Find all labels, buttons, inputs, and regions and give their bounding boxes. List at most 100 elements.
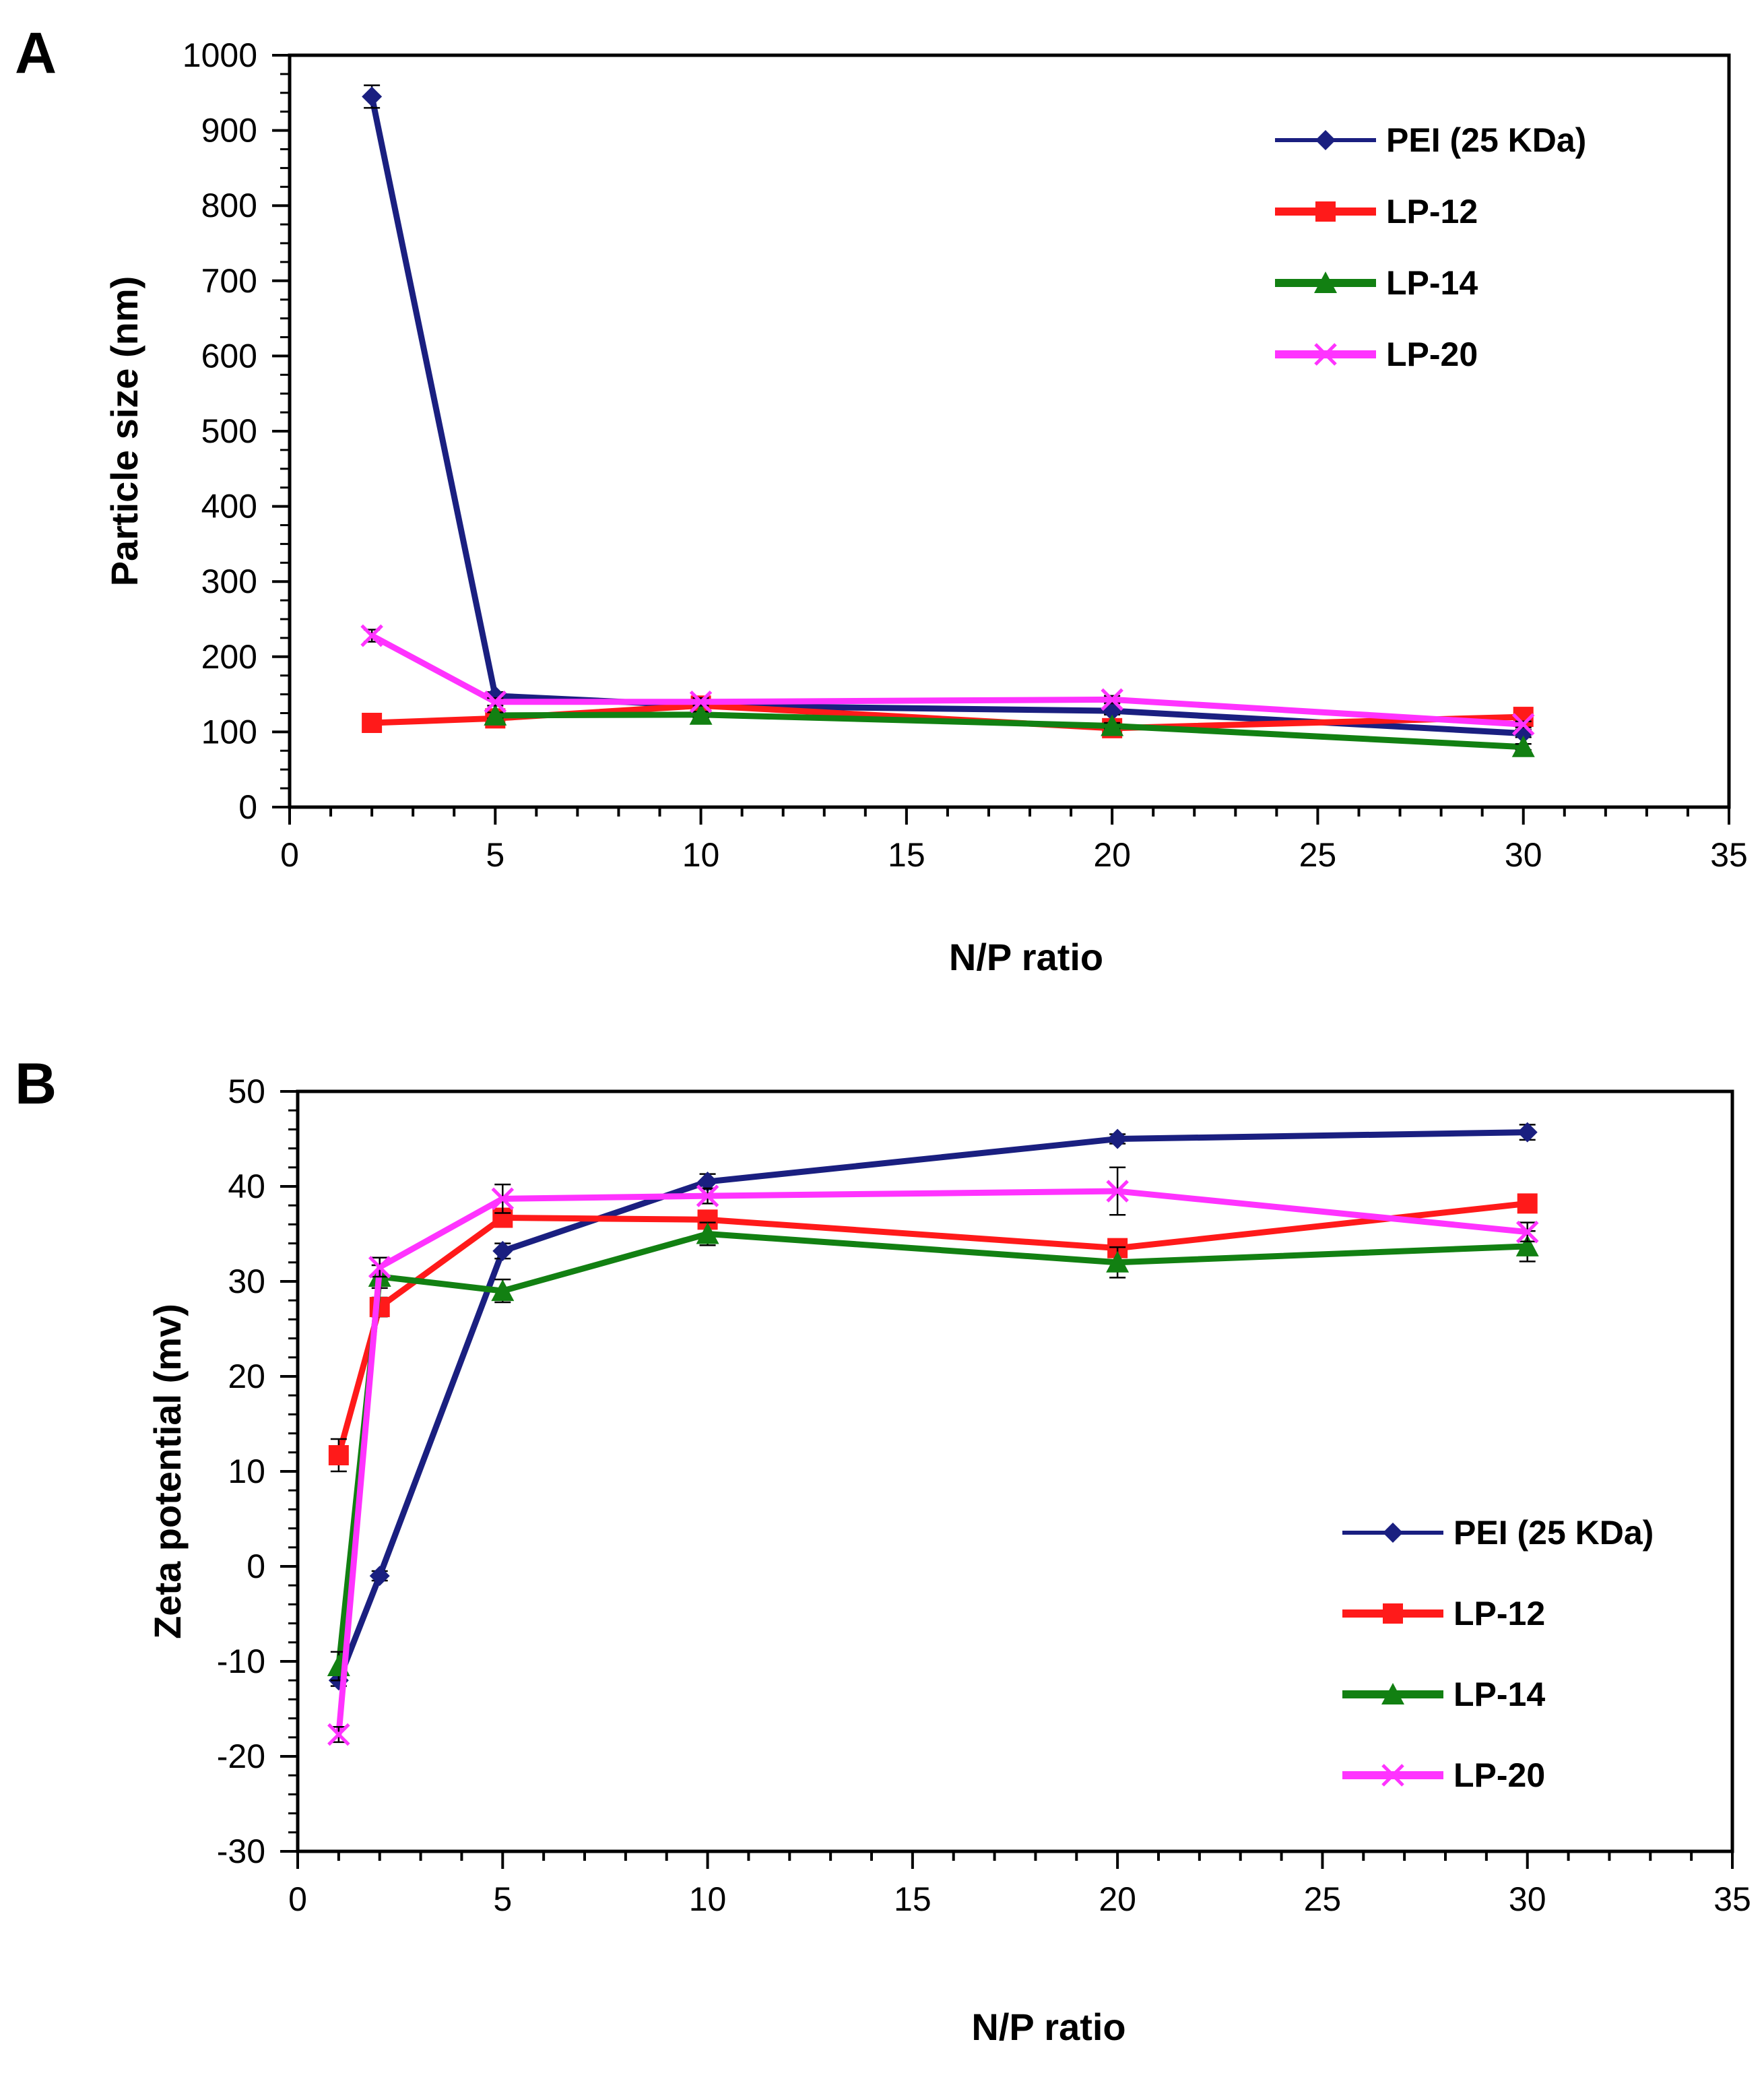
x-tick-label: 0 <box>280 836 299 874</box>
legend-item-lp-20: LP-20 <box>1275 336 1478 373</box>
data-point <box>368 1256 391 1279</box>
series-line-lp-14 <box>335 1231 1528 1667</box>
series-lp-20 <box>360 624 1535 736</box>
legend-marker <box>1381 1683 1404 1704</box>
x-tick-label: 5 <box>493 1880 512 1918</box>
x-tick-label: 10 <box>682 836 720 874</box>
y-tick-label: 0 <box>247 1548 265 1585</box>
data-point <box>1511 713 1535 736</box>
series-lp-20 <box>327 1166 1539 1746</box>
x-tick-label: 0 <box>288 1880 307 1918</box>
legend-label: LP-20 <box>1386 336 1478 373</box>
panel-letter-b: B <box>15 1052 57 1116</box>
legend-label: PEI (25 KDa) <box>1386 121 1586 159</box>
y-tick-label: 900 <box>201 112 257 150</box>
data-point <box>696 1184 719 1207</box>
y-tick-label: 300 <box>201 563 257 600</box>
series-layer-a <box>360 84 1535 757</box>
y-tick-label: 600 <box>201 337 257 375</box>
y-tick-label: 40 <box>228 1168 265 1205</box>
legend-marker <box>1315 130 1336 150</box>
axes-ticks-b: 0 5 10 15 20 25 30 35 -30 -20 -10 0 10 20 30 40 50 <box>217 1073 1751 1918</box>
y-tick-label: 50 <box>228 1073 265 1110</box>
data-point <box>491 1279 515 1302</box>
panel-a: A 0 5 10 15 20 25 30 35 0 100 200 300 400 500 600 700 80… <box>15 21 1748 978</box>
x-tick-label: 5 <box>486 836 504 874</box>
data-point <box>1107 1128 1128 1149</box>
data-point <box>328 1445 349 1466</box>
data-point <box>1101 714 1124 736</box>
series-lp-12 <box>328 1193 1538 1473</box>
data-point <box>1515 1220 1539 1244</box>
x-tick-label: 25 <box>1304 1880 1342 1918</box>
y-tick-label: 1000 <box>183 36 257 74</box>
x-tick-label: 15 <box>888 836 925 874</box>
y-tick-label: 500 <box>201 412 257 450</box>
series-lp-14 <box>484 703 1535 757</box>
axes-ticks-a: 0 5 10 15 20 25 30 35 0 100 200 300 400 500 600 700 800 9… <box>183 36 1748 874</box>
x-tick-label: 10 <box>689 1880 727 1918</box>
panel-b: B 0 5 10 15 20 25 30 35 -30 -20 -10 0 10 20 30 40 50 Zet… <box>15 1052 1751 2048</box>
legend-marker <box>1381 1764 1404 1787</box>
series-layer-b <box>327 1122 1539 1746</box>
legend-marker <box>1314 343 1337 366</box>
x-axis-title-a: N/P ratio <box>949 936 1103 978</box>
x-tick-label: 30 <box>1509 1880 1546 1918</box>
x-tick-label: 35 <box>1710 836 1748 874</box>
series-line-pei-25-kda <box>368 96 1524 737</box>
legend-label: LP-20 <box>1453 1756 1545 1794</box>
y-tick-label: 400 <box>201 488 257 525</box>
y-axis-title-b: Zeta potential (mv) <box>146 1304 189 1639</box>
data-point <box>491 1187 515 1211</box>
data-point <box>1106 1180 1129 1203</box>
y-tick-label: -20 <box>217 1737 265 1775</box>
data-point <box>1517 1193 1538 1214</box>
y-tick-label: 100 <box>201 713 257 751</box>
data-point <box>1515 1234 1539 1256</box>
data-point <box>362 86 383 107</box>
legend-item-lp-12: LP-12 <box>1275 193 1478 230</box>
legend-marker <box>1383 1603 1403 1624</box>
series-line-lp-20 <box>335 1188 1528 1735</box>
y-tick-label: 800 <box>201 187 257 224</box>
series-line-lp-12 <box>335 1200 1528 1457</box>
data-point <box>696 1222 719 1244</box>
legend-item-lp-20: LP-20 <box>1342 1756 1545 1794</box>
legend-item-pei-25-kda: PEI (25 KDa) <box>1342 1514 1654 1552</box>
data-point <box>689 703 713 725</box>
y-tick-label: 20 <box>228 1358 265 1395</box>
legend-label: LP-12 <box>1453 1595 1545 1632</box>
legend-marker <box>1315 201 1336 222</box>
x-axis-title-b: N/P ratio <box>971 2006 1125 2048</box>
x-tick-label: 25 <box>1299 836 1337 874</box>
data-point <box>484 690 507 713</box>
legend-item-lp-12: LP-12 <box>1342 1595 1545 1632</box>
y-tick-label: 30 <box>228 1263 265 1300</box>
legend-item-lp-14: LP-14 <box>1342 1676 1545 1713</box>
data-point <box>689 690 713 713</box>
y-tick-label: -10 <box>217 1643 265 1680</box>
x-tick-label: 20 <box>1099 1880 1136 1918</box>
x-tick-label: 15 <box>894 1880 932 1918</box>
data-point <box>1101 688 1123 711</box>
y-tick-label: 700 <box>201 262 257 300</box>
legend-item-pei-25-kda: PEI (25 KDa) <box>1275 121 1586 159</box>
data-point <box>362 713 383 734</box>
data-point <box>484 703 507 726</box>
data-point <box>369 1566 390 1587</box>
data-point <box>492 1240 513 1261</box>
legend-a: PEI (25 KDa) LP-12 LP-14 LP-20 <box>1275 121 1586 373</box>
y-axis-title-a: Particle size (nm) <box>103 276 145 587</box>
y-tick-label: 0 <box>238 788 257 826</box>
legend-label: PEI (25 KDa) <box>1453 1514 1654 1552</box>
series-line-lp-14 <box>495 711 1524 751</box>
legend-item-lp-14: LP-14 <box>1275 264 1478 302</box>
data-point <box>327 1723 350 1746</box>
x-tick-label: 35 <box>1713 1880 1751 1918</box>
data-point <box>1511 735 1535 757</box>
y-tick-label: 10 <box>228 1453 265 1490</box>
data-point <box>1106 1250 1130 1273</box>
data-point <box>360 624 383 647</box>
legend-label: LP-12 <box>1386 193 1478 230</box>
